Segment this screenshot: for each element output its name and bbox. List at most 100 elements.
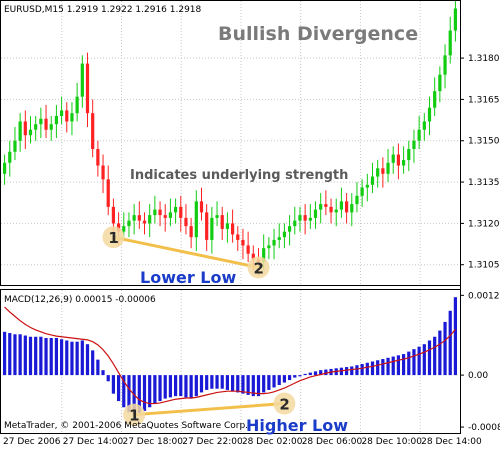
histogram-bar (448, 310, 452, 376)
candle (236, 226, 240, 251)
price-marker: 1 (102, 226, 125, 249)
macd-marker: 2 (273, 392, 296, 415)
svg-text:2: 2 (279, 396, 289, 414)
histogram-bar (344, 367, 349, 376)
candle (313, 201, 318, 229)
candle (329, 198, 333, 224)
histogram-bar (298, 375, 302, 377)
candle (365, 173, 369, 202)
macd-tick-label: 0.00 (468, 371, 488, 381)
histogram-bar (54, 338, 59, 376)
histogram-bar (443, 321, 447, 376)
candle (272, 228, 276, 260)
price-tick-label: 1.3150 (468, 137, 500, 147)
macd-axis: 0.00129 0.00 -0.00084 (460, 291, 500, 433)
candle (173, 198, 178, 224)
histogram-bar (401, 354, 406, 376)
price-marker: 2 (247, 256, 270, 279)
candle (34, 115, 38, 141)
candle (386, 149, 390, 183)
histogram-bar (313, 371, 318, 376)
candle (334, 198, 338, 227)
price-tick-label: 1.3165 (468, 95, 500, 105)
candle (443, 44, 447, 89)
histogram-bar (80, 340, 84, 376)
candle (381, 157, 385, 188)
candle (39, 107, 43, 138)
candle (298, 206, 302, 232)
candle (438, 66, 442, 103)
chart-title: Bullish Divergence (218, 23, 418, 45)
histogram-bar (272, 375, 276, 388)
histogram-bar (386, 357, 390, 376)
candle (324, 190, 328, 216)
candle (396, 143, 401, 180)
candle (184, 204, 188, 235)
candle (106, 165, 110, 216)
histogram-bar (168, 375, 173, 398)
histogram-bar (148, 375, 152, 408)
histogram-bar (173, 375, 178, 397)
histogram-bar (142, 375, 147, 411)
candle (194, 190, 198, 251)
candle (230, 209, 235, 243)
time-tick-label: 28 Dec 06:00 (302, 437, 363, 447)
candle (344, 193, 349, 224)
annotation: Indicates underlying strength (130, 168, 348, 183)
histogram-bar (111, 375, 116, 394)
price-tick-label: 1.3135 (468, 178, 500, 188)
histogram-bar (427, 340, 432, 376)
histogram-bar (246, 375, 250, 395)
histogram-bar (189, 375, 193, 399)
candle (376, 160, 380, 188)
candle (391, 146, 395, 174)
histogram-bar (230, 375, 235, 392)
higher-low-label: Higher Low (246, 416, 348, 435)
candle (91, 99, 95, 158)
histogram-bar (13, 334, 17, 376)
price-header: EURUSD,M15 1.2919 1.2922 1.2916 1.2918 (4, 5, 202, 15)
histogram-bar (376, 360, 380, 376)
histogram-bar (158, 375, 162, 402)
histogram-bar (2, 331, 7, 376)
histogram-bar (324, 369, 328, 376)
candle (412, 129, 416, 163)
candle (189, 217, 193, 249)
svg-text:2: 2 (254, 259, 264, 277)
histogram-bar (453, 297, 458, 376)
candle (407, 140, 411, 172)
candle (137, 201, 141, 229)
histogram-bar (412, 349, 416, 376)
candle (422, 113, 426, 141)
candle (70, 102, 74, 136)
histogram-bar (194, 375, 198, 397)
histogram-bar (438, 330, 442, 376)
histogram-bar (101, 370, 105, 376)
histogram-bar (422, 344, 426, 376)
divergence-markers: 1 2 1 2 (102, 226, 296, 426)
candle (355, 182, 359, 213)
price-axis: 1.3180 1.3165 1.3150 1.3135 1.3120 1.3105 (460, 54, 500, 271)
histogram-bar (179, 375, 183, 397)
histogram-bar (433, 336, 437, 376)
histogram-bar (241, 375, 245, 394)
candle (293, 206, 297, 235)
histogram-bar (339, 367, 344, 376)
histogram-bar (319, 370, 323, 376)
time-tick-label: 28 Dec 10:00 (361, 437, 422, 447)
candle (54, 104, 59, 138)
candle (153, 195, 157, 224)
histogram-bar (137, 375, 141, 414)
candle (18, 113, 22, 152)
histogram-bar (308, 372, 312, 376)
histogram-bar (28, 336, 33, 376)
histogram-bar (116, 375, 121, 402)
svg-text:1: 1 (108, 229, 118, 247)
histogram-bar (391, 356, 395, 376)
candle (148, 204, 152, 238)
time-tick-label: 28 Dec 02:00 (242, 437, 303, 447)
candle (2, 154, 7, 185)
time-tick-label: 27 Dec 22:00 (182, 437, 243, 447)
price-grid (1, 1, 460, 285)
copyright: MetaTrader, © 2001-2006 MetaQuotes Softw… (4, 421, 248, 431)
